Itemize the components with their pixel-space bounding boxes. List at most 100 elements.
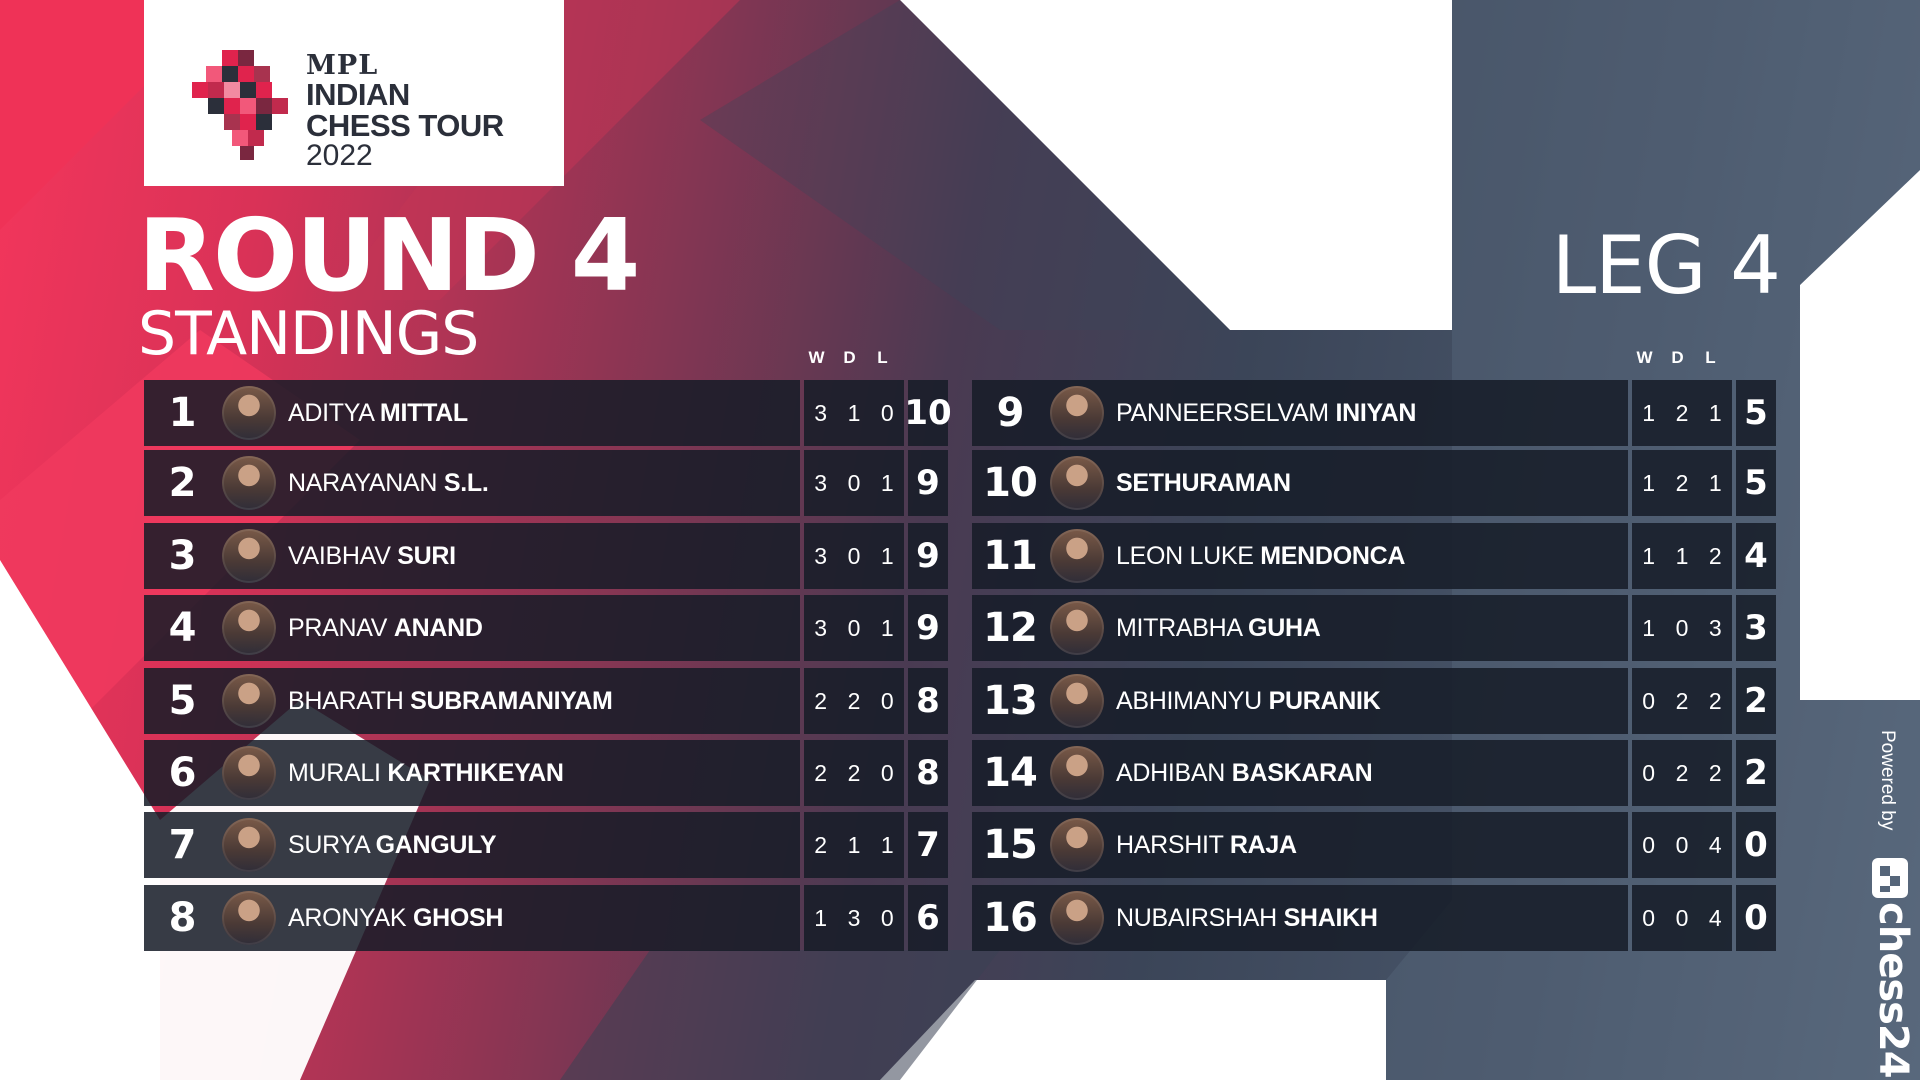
player-name: SURYA GANGULY [288, 830, 497, 860]
rank-number: 4 [168, 605, 197, 651]
record-cells: 1 1 2 [1632, 523, 1732, 589]
player-first-name: MITRABHA [1116, 613, 1249, 642]
player-avatar-icon [222, 674, 276, 728]
player-cell: 16 NUBAIRSHAH SHAIKH [972, 885, 1628, 951]
player-cell: 14 ADHIBAN BASKARAN [972, 740, 1628, 806]
player-avatar-icon [1050, 601, 1104, 655]
player-first-name: SURYA [288, 830, 376, 859]
player-first-name: BHARATH [288, 686, 411, 715]
losses-value: 1 [880, 831, 894, 858]
wins-value: 0 [1642, 759, 1656, 786]
player-last-name: GUHA [1248, 613, 1321, 642]
rank-number: 9 [996, 390, 1025, 436]
player-avatar-icon [222, 891, 276, 945]
standings-subtitle: STANDINGS [138, 299, 479, 369]
draws-value: 0 [1675, 614, 1689, 641]
record-cells: 1 2 1 [1632, 380, 1732, 446]
rank-number: 3 [168, 533, 197, 579]
standings-row: 14 ADHIBAN BASKARAN 0 2 2 2 [972, 740, 1776, 806]
wins-value: 1 [1642, 399, 1656, 426]
points-value: 9 [908, 523, 948, 589]
wins-value: 3 [814, 399, 828, 426]
wins-value: 3 [814, 542, 828, 569]
player-avatar-icon [222, 386, 276, 440]
player-cell: 6 MURALI KARTHIKEYAN [144, 740, 800, 806]
losses-value: 2 [1708, 687, 1722, 714]
points-value: 5 [1736, 450, 1776, 516]
draws-value: 0 [847, 614, 861, 641]
player-name: ADITYA MITTAL [288, 399, 468, 428]
wins-value: 2 [814, 759, 828, 786]
player-name: NARAYANAN S.L. [288, 468, 489, 498]
player-first-name: ADITYA [288, 398, 380, 427]
record-cells: 1 3 0 [804, 885, 904, 951]
points-value: 4 [1736, 523, 1776, 589]
points-value: 9 [908, 450, 948, 516]
rank-number: 7 [168, 822, 197, 868]
player-avatar-icon [222, 746, 276, 800]
losses-value: 2 [1708, 542, 1722, 569]
record-cells: 3 0 1 [804, 523, 904, 589]
player-avatar-icon [222, 529, 276, 583]
player-cell: 1 ADITYA MITTAL [144, 380, 800, 446]
right-column-headers: W D L [1628, 348, 1727, 368]
wins-value: 1 [1642, 614, 1656, 641]
losses-value: 1 [1708, 399, 1722, 426]
player-name: VAIBHAV SURI [288, 542, 456, 571]
chess24-brand-text: chess24 [1870, 902, 1916, 1078]
player-first-name: PRANAV [288, 613, 394, 642]
player-avatar-icon [222, 818, 276, 872]
standings-row: 8 ARONYAK GHOSH 1 3 0 6 [144, 885, 948, 951]
player-first-name: ADHIBAN [1116, 758, 1232, 787]
rank-number: 8 [168, 895, 197, 941]
wins-value: 0 [1642, 904, 1656, 931]
standings-row: 13 ABHIMANYU PURANIK 0 2 2 2 [972, 668, 1776, 734]
losses-value: 0 [880, 904, 894, 931]
player-name: ARONYAK GHOSH [288, 904, 503, 933]
record-cells: 0 2 2 [1632, 668, 1732, 734]
player-name: LEON LUKE MENDONCA [1116, 542, 1405, 571]
draws-value: 1 [847, 399, 861, 426]
losses-value: 1 [880, 542, 894, 569]
player-avatar-icon [1050, 818, 1104, 872]
record-cells: 2 1 1 [804, 812, 904, 878]
draws-value: 2 [847, 687, 861, 714]
logo-wordmark: MPL INDIAN CHESS TOUR 2022 [306, 52, 504, 171]
player-last-name: BASKARAN [1231, 758, 1373, 787]
record-cells: 0 0 4 [1632, 885, 1732, 951]
wins-value: 0 [1642, 687, 1656, 714]
player-cell: 7 SURYA GANGULY [144, 812, 800, 878]
standings-row: 4 PRANAV ANAND 3 0 1 9 [144, 595, 948, 661]
player-name: PANNEERSELVAM INIYAN [1116, 399, 1416, 428]
player-last-name: INIYAN [1335, 398, 1417, 427]
wins-value: 3 [814, 469, 828, 496]
standings-row: 1 ADITYA MITTAL 3 1 0 10 [144, 380, 952, 446]
draws-value: 0 [847, 542, 861, 569]
player-first-name: NARAYANAN [288, 468, 444, 497]
standings-row: 6 MURALI KARTHIKEYAN 2 2 0 8 [144, 740, 948, 806]
standings-row: 15 HARSHIT RAJA 0 0 4 0 [972, 812, 1776, 878]
points-value: 9 [908, 595, 948, 661]
round-title: ROUND 4 [138, 197, 640, 314]
player-last-name: SURI [397, 541, 456, 570]
points-value: 6 [908, 885, 948, 951]
col-header-losses: L [877, 348, 888, 367]
player-last-name: GHOSH [412, 903, 504, 932]
player-first-name: NUBAIRSHAH [1116, 903, 1284, 932]
player-last-name: SETHURAMAN [1116, 468, 1291, 497]
rank-number: 12 [983, 605, 1038, 651]
rank-number: 1 [168, 390, 197, 436]
rank-number: 10 [983, 460, 1038, 506]
points-value: 2 [1736, 740, 1776, 806]
draws-value: 2 [1675, 687, 1689, 714]
player-name: SETHURAMAN [1116, 469, 1291, 498]
standings-row: 11 LEON LUKE MENDONCA 1 1 2 4 [972, 523, 1776, 589]
player-cell: 10 SETHURAMAN [972, 450, 1628, 516]
rank-number: 5 [168, 678, 197, 724]
player-last-name: MITTAL [379, 398, 468, 427]
standings-row: 10 SETHURAMAN 1 2 1 5 [972, 450, 1776, 516]
powered-by-text: Powered by [1877, 730, 1898, 831]
losses-value: 1 [1708, 469, 1722, 496]
player-name: PRANAV ANAND [288, 614, 483, 643]
draws-value: 0 [1675, 904, 1689, 931]
